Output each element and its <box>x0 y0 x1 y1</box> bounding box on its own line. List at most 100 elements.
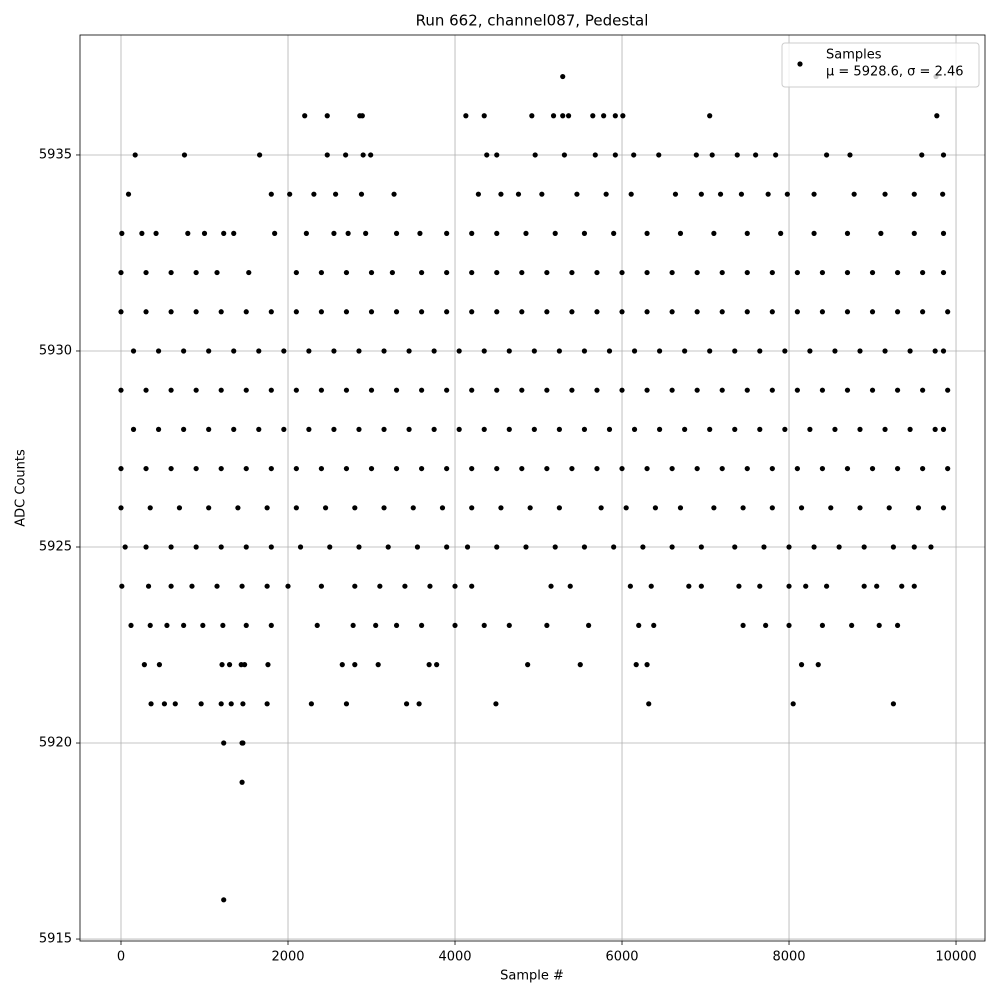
point <box>894 622 901 629</box>
point <box>606 348 613 354</box>
point <box>940 269 947 276</box>
point <box>798 505 805 511</box>
point <box>648 583 654 589</box>
point <box>389 269 395 276</box>
point <box>377 583 383 589</box>
point <box>560 113 566 119</box>
point <box>381 426 387 432</box>
point <box>327 544 333 550</box>
point <box>581 426 588 432</box>
point <box>414 544 421 550</box>
point <box>823 583 830 589</box>
point <box>807 426 813 432</box>
point <box>682 348 688 354</box>
point <box>185 230 191 236</box>
point <box>198 701 204 707</box>
point <box>694 269 700 276</box>
point <box>143 309 149 315</box>
point <box>744 269 750 276</box>
point <box>556 348 562 354</box>
point <box>744 309 750 315</box>
point <box>815 662 821 668</box>
point <box>940 505 947 511</box>
point <box>577 662 583 668</box>
point <box>656 348 663 354</box>
point <box>869 465 876 472</box>
point <box>293 465 299 472</box>
point <box>753 152 759 158</box>
point <box>293 505 299 511</box>
point <box>181 622 187 629</box>
point <box>861 544 867 550</box>
point <box>869 309 876 315</box>
point <box>431 426 437 432</box>
point <box>769 505 775 511</box>
point <box>168 544 174 550</box>
point <box>272 230 278 236</box>
point <box>782 348 788 354</box>
point <box>228 701 234 707</box>
point <box>769 465 775 472</box>
point <box>786 622 792 629</box>
point <box>849 622 855 629</box>
point <box>857 426 863 432</box>
point <box>419 622 425 629</box>
point <box>669 309 675 315</box>
point <box>531 348 537 354</box>
point <box>894 309 901 315</box>
point <box>811 544 817 550</box>
point <box>287 191 293 197</box>
point <box>257 152 263 158</box>
point <box>717 191 724 197</box>
point <box>636 622 642 629</box>
point <box>782 426 788 432</box>
point <box>631 426 638 432</box>
point <box>402 583 408 589</box>
point <box>631 348 638 354</box>
point <box>368 269 375 276</box>
point <box>419 465 425 472</box>
point <box>586 622 592 629</box>
point <box>707 426 713 432</box>
point <box>707 113 713 119</box>
point <box>581 348 588 354</box>
point <box>794 269 800 276</box>
point <box>574 191 580 197</box>
point <box>339 662 345 668</box>
point <box>221 230 227 236</box>
point <box>544 465 550 472</box>
point <box>857 348 863 354</box>
point <box>611 544 617 550</box>
point <box>359 113 365 119</box>
point <box>155 348 162 354</box>
point <box>352 583 358 589</box>
point <box>331 230 337 236</box>
point <box>552 544 558 550</box>
point <box>214 269 220 276</box>
point <box>844 465 851 472</box>
point <box>206 348 212 354</box>
point <box>498 191 504 197</box>
point <box>623 505 629 511</box>
point <box>456 426 462 432</box>
point <box>481 348 487 354</box>
point <box>940 191 946 197</box>
y-tick-label: 5915 <box>39 932 72 947</box>
point <box>417 230 423 236</box>
point <box>920 309 926 315</box>
point <box>235 505 241 511</box>
point <box>844 230 851 236</box>
point <box>168 465 174 472</box>
point <box>128 622 134 629</box>
x-tick-label: 2000 <box>271 950 304 965</box>
point <box>819 465 826 472</box>
point <box>694 309 700 315</box>
point <box>118 269 124 276</box>
point <box>932 348 938 354</box>
point <box>844 269 851 276</box>
point <box>475 191 481 197</box>
point <box>243 622 249 629</box>
point <box>469 309 475 315</box>
point <box>118 387 124 393</box>
